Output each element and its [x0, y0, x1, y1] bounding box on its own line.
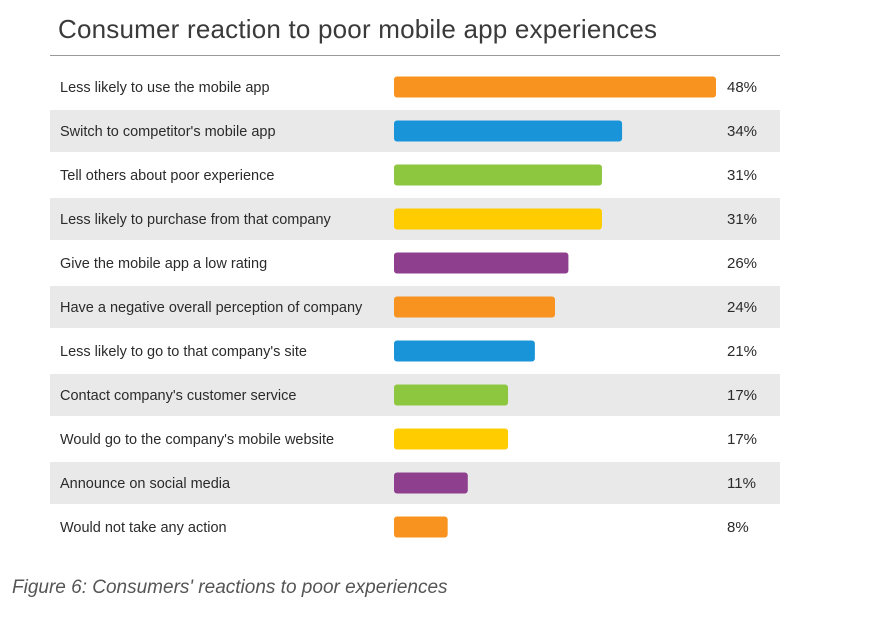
- value-label: 48%: [727, 79, 757, 96]
- bar: [394, 120, 623, 142]
- category-label: Less likely to use the mobile app: [60, 80, 270, 96]
- category-label: Contact company's customer service: [60, 388, 296, 404]
- title-divider: [50, 55, 780, 56]
- value-label: 8%: [727, 519, 749, 536]
- category-label: Less likely to purchase from that compan…: [60, 212, 332, 228]
- bar: [394, 384, 509, 406]
- bar: [394, 296, 555, 318]
- value-label: 26%: [727, 255, 757, 272]
- bar: [394, 252, 569, 274]
- value-label: 21%: [727, 343, 757, 360]
- value-label: 34%: [727, 123, 757, 140]
- category-label: Less likely to go to that company's site: [60, 344, 307, 360]
- category-label: Switch to competitor's mobile app: [60, 124, 276, 140]
- category-label: Tell others about poor experience: [60, 168, 274, 184]
- bar: [394, 428, 509, 450]
- value-label: 24%: [727, 299, 757, 316]
- category-label: Would not take any action: [60, 520, 227, 536]
- category-label: Give the mobile app a low rating: [60, 256, 267, 272]
- category-label: Announce on social media: [60, 476, 231, 492]
- figure-caption: Figure 6: Consumers' reactions to poor e…: [12, 577, 448, 598]
- bar: [394, 340, 535, 362]
- bar: [394, 76, 716, 98]
- bar: [394, 472, 468, 494]
- value-label: 11%: [727, 475, 756, 492]
- bar: [394, 208, 602, 230]
- chart-title: Consumer reaction to poor mobile app exp…: [58, 14, 658, 44]
- category-label: Would go to the company's mobile website: [60, 432, 334, 448]
- bar-chart-svg: Less likely to use the mobile app 48% Swit…: [50, 76, 780, 538]
- bar: [394, 164, 602, 186]
- bar-chart: Less likely to use the mobile app 48% Swit…: [50, 66, 780, 550]
- value-label: 17%: [727, 387, 757, 404]
- category-label: Have a negative overall perception of co…: [60, 300, 363, 316]
- value-label: 31%: [727, 167, 757, 184]
- bar: [394, 516, 448, 538]
- value-label: 17%: [727, 431, 757, 448]
- value-label: 31%: [727, 211, 757, 228]
